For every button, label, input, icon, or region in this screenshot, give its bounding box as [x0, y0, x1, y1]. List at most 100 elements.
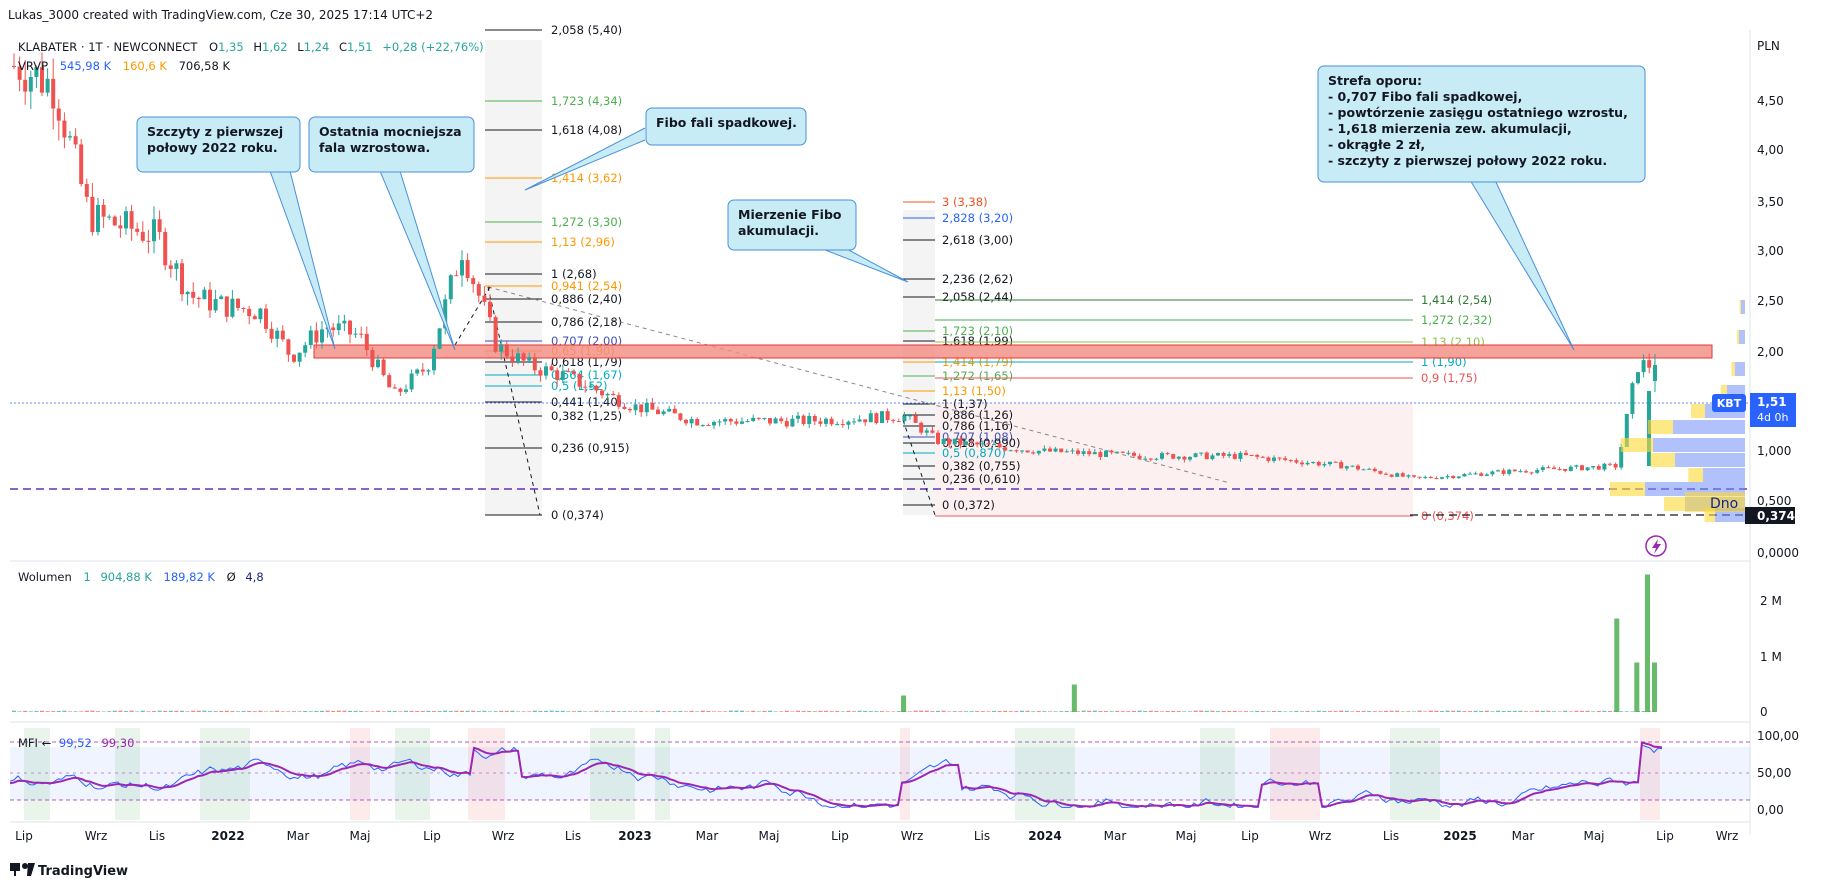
candle-body	[986, 443, 991, 445]
candle-body	[364, 333, 369, 351]
fib-label: 1,723 (4,34)	[551, 94, 622, 108]
time-tick: Wrz	[492, 829, 515, 843]
volume-bar	[896, 711, 901, 712]
candle-body	[1020, 450, 1024, 452]
volume-bar	[1008, 711, 1013, 712]
candle-body	[1031, 452, 1036, 454]
volume-bar	[936, 710, 940, 712]
vp-bar-down	[1610, 482, 1645, 496]
volume-bar	[773, 711, 778, 712]
h-label: H	[253, 40, 262, 54]
volume-bar	[1238, 711, 1243, 712]
volume-bar	[616, 711, 621, 712]
candle-body	[745, 421, 750, 423]
lightning-icon[interactable]	[1645, 535, 1667, 557]
fib-label: 0,786 (2,18)	[551, 315, 622, 329]
candle-body	[404, 389, 408, 392]
c-label: C	[339, 40, 347, 54]
candle-body	[1389, 474, 1394, 477]
fib-label: 2,828 (3,20)	[942, 211, 1013, 225]
volume-bar	[1171, 711, 1176, 712]
candle-body	[1451, 476, 1456, 479]
volume-bar	[286, 711, 291, 712]
volume-bar	[695, 711, 700, 712]
h-value: 1,62	[262, 40, 288, 54]
volume-bar	[476, 711, 481, 712]
vp-bar-up	[1739, 330, 1745, 344]
price-axis[interactable]: PLN4,504,003,503,002,502,001,5001,0000,5…	[1757, 39, 1799, 560]
volume-bar	[1540, 710, 1545, 712]
volume-bar	[364, 711, 369, 712]
o-value: 1,35	[218, 40, 244, 54]
candle-body	[952, 438, 957, 445]
volume-bar	[930, 711, 935, 712]
candle-body	[728, 419, 733, 422]
time-axis[interactable]: Lip Wrz Lis 2022 Mar Maj Lip Wrz Lis 2023 Mar Maj Li…	[15, 829, 1738, 843]
volume-bar	[913, 710, 918, 712]
volume-bar	[1568, 711, 1573, 712]
low-price-value: 0,374	[1757, 509, 1795, 523]
price-tick: 0,0000	[1757, 546, 1799, 560]
vp-bar-up	[1741, 300, 1745, 314]
volume-bar	[880, 711, 884, 712]
volume-bar	[852, 711, 856, 712]
candle-body	[387, 375, 392, 388]
volume-bar	[924, 710, 929, 712]
mfi-zone	[350, 728, 370, 820]
candle-body	[1008, 450, 1013, 452]
fib-label: 0 (0,374)	[1421, 509, 1474, 523]
candle-body	[129, 211, 134, 229]
volume-bar	[241, 710, 246, 712]
volume-bar	[1384, 710, 1388, 712]
callout-text: - szczyty z pierwszej połowy 2022 roku.	[1328, 153, 1607, 168]
candle-body	[40, 67, 44, 93]
candle-body	[857, 419, 862, 422]
volume-bar	[1322, 711, 1327, 712]
volume-bar	[392, 711, 397, 712]
candle-body	[314, 330, 319, 343]
volume-bar	[1120, 711, 1125, 712]
volume-bar	[1546, 710, 1551, 712]
last-price-value: 1,51	[1757, 395, 1787, 409]
volume-bar	[292, 711, 296, 712]
volume-bar	[1619, 711, 1624, 712]
mfi-zone	[1200, 728, 1235, 820]
volume-bar	[314, 710, 319, 712]
vp-bar-down	[1664, 497, 1685, 511]
candle-body	[1423, 476, 1428, 478]
mfi-value-1: 99,52	[59, 736, 92, 750]
candle-body	[1529, 472, 1534, 474]
volume-bar	[1456, 710, 1461, 712]
volume-phi: Ø	[227, 570, 236, 584]
volume-bar	[712, 711, 716, 712]
callout-text: Fibo fali spadkowej.	[656, 115, 797, 130]
candle-body	[1036, 450, 1041, 454]
volume-bar	[639, 711, 644, 712]
symbol-name: KLABATER · 1T · NEWCONNECT	[18, 40, 198, 54]
candle-body	[1490, 471, 1495, 475]
price-tick: 2,00	[1757, 345, 1784, 359]
volume-bar	[1333, 711, 1338, 712]
candle-body	[370, 350, 375, 368]
volume-bar	[275, 710, 280, 712]
volume-bar	[1272, 710, 1276, 712]
candle-body	[1176, 456, 1181, 459]
candle-body	[460, 260, 464, 276]
volume-bar	[622, 711, 627, 712]
price-tick: 3,00	[1757, 244, 1784, 258]
candle-body	[1574, 465, 1579, 467]
candle-body	[1126, 452, 1131, 454]
candle-body	[913, 415, 918, 423]
candle-body	[784, 421, 789, 427]
callout-c3: Fibo fali spadkowej.	[524, 107, 807, 191]
time-tick: Wrz	[1716, 829, 1739, 843]
callout-box	[727, 199, 857, 251]
volume-bar	[538, 710, 543, 712]
candle-body	[639, 404, 644, 413]
fib-label: 1,272 (2,32)	[1421, 313, 1492, 327]
candle-body	[202, 289, 207, 300]
price-tick: 3,50	[1757, 195, 1784, 209]
volume-bar	[1462, 711, 1467, 712]
mfi-tick: 100,00	[1757, 729, 1799, 743]
